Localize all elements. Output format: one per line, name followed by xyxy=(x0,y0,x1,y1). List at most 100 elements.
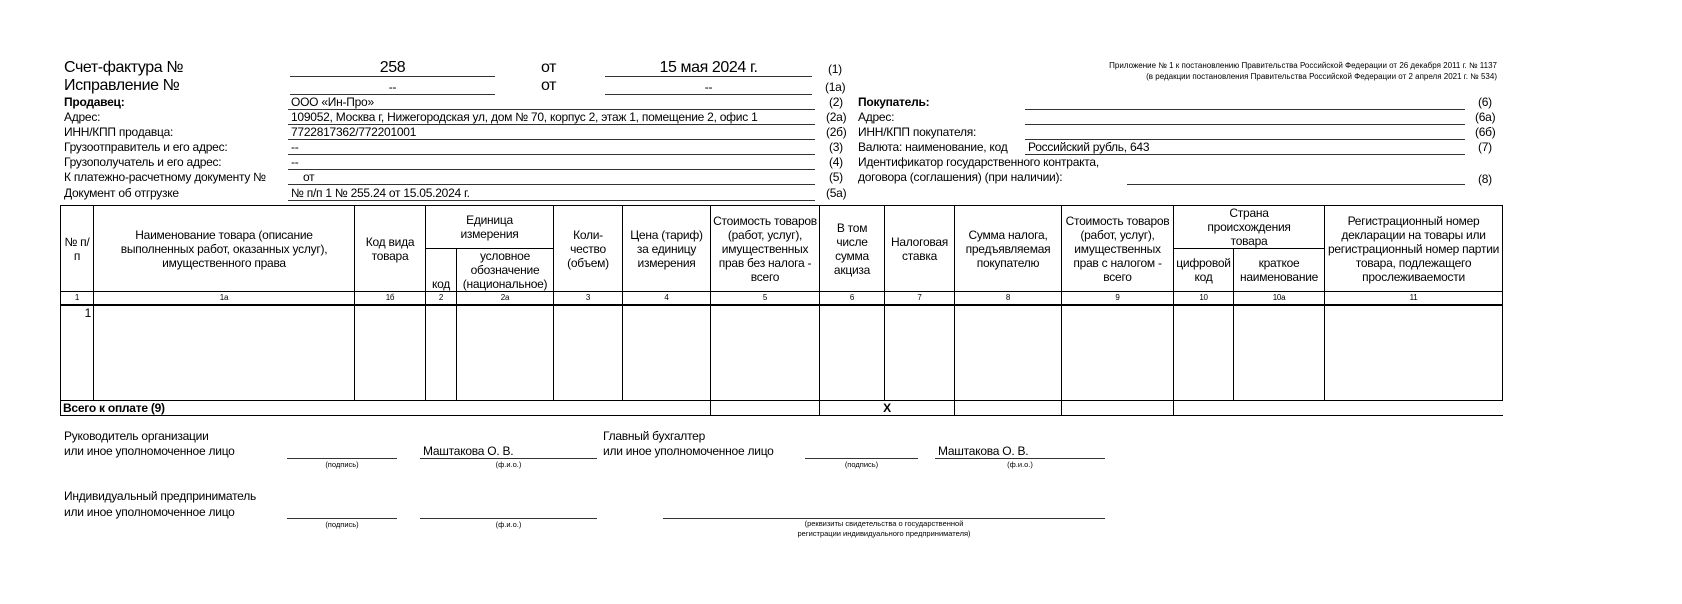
table-row: 1 xyxy=(60,304,1504,401)
code-5: (5) xyxy=(829,170,843,184)
cell-kind[interactable] xyxy=(354,304,426,401)
column-number: 5 xyxy=(710,291,821,306)
correction-date: -- xyxy=(704,80,713,94)
header-country-code: цифровой код xyxy=(1173,248,1235,292)
column-number: 3 xyxy=(553,291,624,306)
code-5a: (5а) xyxy=(826,186,847,200)
ip-requisites-caption-2: регистрации индивидуального предпринимат… xyxy=(797,529,971,538)
column-number: 1а xyxy=(93,291,355,306)
ip-fio-line[interactable] xyxy=(420,518,597,519)
cell-total[interactable] xyxy=(1061,304,1175,401)
cell-unit-code[interactable] xyxy=(425,304,457,401)
accountant-signature-line[interactable] xyxy=(805,458,918,459)
header-name: Наименование товара (описание выполненны… xyxy=(93,205,355,292)
seller-address-value: 109052, Москва г, Нижегородская ул, дом … xyxy=(291,110,758,124)
column-number: 2а xyxy=(455,291,555,306)
ip-requisites-caption-1: (реквизиты свидетельства о государственн… xyxy=(804,519,964,528)
header-country: Страна происхождения товара xyxy=(1173,205,1326,249)
column-number: 2 xyxy=(425,291,457,306)
header-cost-without-tax: Стоимость товаров (работ, услуг), имущес… xyxy=(710,205,821,292)
shipping-doc-value: № п/п 1 № 255.24 от 15.05.2024 г. xyxy=(291,186,470,200)
seller-inn-value: 7722817362/772201001 xyxy=(291,125,417,139)
fio-caption: (ф.и.о.) xyxy=(495,520,522,529)
code-8: (8) xyxy=(1478,172,1492,186)
cell-unit-name[interactable] xyxy=(455,304,555,401)
cell-qty[interactable] xyxy=(553,304,624,401)
header-country-name: краткое наименование xyxy=(1233,248,1326,292)
seller-label: Продавец: xyxy=(64,95,125,109)
total-cost[interactable] xyxy=(710,400,821,416)
cell-tax[interactable] xyxy=(954,304,1063,401)
seller-value: ООО «Ин-Про» xyxy=(291,95,374,109)
column-numbers-row: 1 1а 1б 2 2а 3 4 5 6 7 8 9 10 10а 11 xyxy=(60,291,1504,306)
invoice-items-table: № п/п Наименование товара (описание выпо… xyxy=(59,205,1504,416)
cell-country-code[interactable] xyxy=(1173,304,1235,401)
code-6: (6) xyxy=(1478,95,1492,109)
head-label-2: или иное уполномоченное лицо xyxy=(64,444,235,458)
header-tax-amount: Сумма налога, предъявляемая покупателю xyxy=(954,205,1063,292)
column-number: 6 xyxy=(819,291,886,306)
buyer-label: Покупатель: xyxy=(858,95,930,109)
seller-address-label: Адрес: xyxy=(64,110,101,124)
code-7: (7) xyxy=(1478,140,1492,154)
accountant-label-1: Главный бухгалтер xyxy=(603,429,706,443)
column-number: 9 xyxy=(1061,291,1175,306)
cell-reg[interactable] xyxy=(1324,304,1504,401)
header-excise: В том числе сумма акциза xyxy=(819,205,886,292)
fio-caption: (ф.и.о.) xyxy=(495,460,522,469)
total-row: Всего к оплате (9) X xyxy=(59,400,1503,416)
column-number: 7 xyxy=(884,291,956,306)
header-qty: Коли-чество (объем) xyxy=(553,205,624,292)
total-empty xyxy=(1173,400,1503,416)
ip-label-2: или иное уполномоченное лицо xyxy=(64,505,235,519)
cell-rate[interactable] xyxy=(884,304,956,401)
buyer-inn-label: ИНН/КПП покупателя: xyxy=(858,125,977,139)
invoice-label: Счет-фактура № xyxy=(64,59,184,76)
head-signature-line[interactable] xyxy=(287,458,397,459)
ip-requisites-line[interactable] xyxy=(663,518,1105,519)
currency-value: Российский рубль, 643 xyxy=(1028,140,1150,154)
payment-doc-value: от xyxy=(303,170,315,184)
header-unit-code: код xyxy=(425,248,457,292)
cell-no[interactable]: 1 xyxy=(60,304,94,401)
sign-caption: (подпись) xyxy=(325,520,359,529)
column-number: 8 xyxy=(954,291,1063,306)
correction-label: Исправление № xyxy=(64,77,180,94)
invoice-number: 258 xyxy=(379,59,406,76)
accountant-label-2: или иное уполномоченное лицо xyxy=(603,444,774,458)
code-2b: (2б) xyxy=(826,125,847,139)
cell-cost[interactable] xyxy=(710,304,821,401)
cell-country-name[interactable] xyxy=(1233,304,1326,401)
contract-label-2: договора (соглашения) (при наличии): xyxy=(858,170,1063,184)
header-no: № п/п xyxy=(60,205,94,292)
from-label: от xyxy=(541,59,557,76)
sign-caption: (подпись) xyxy=(325,460,359,469)
payment-doc-label: К платежно-расчетному документу № xyxy=(64,170,266,184)
column-number: 4 xyxy=(622,291,712,306)
header-unit: Единица измерения xyxy=(424,205,555,249)
header-registration-number: Регистрационный номер декларации на това… xyxy=(1324,205,1504,292)
consignee-label: Грузополучатель и его адрес: xyxy=(64,155,222,169)
code-2: (2) xyxy=(829,95,843,109)
fio-caption: (ф.и.о.) xyxy=(1007,460,1033,469)
total-tax[interactable] xyxy=(954,400,1063,416)
column-number: 1б xyxy=(354,291,426,306)
column-number: 10а xyxy=(1233,291,1326,306)
shipper-value: -- xyxy=(291,140,299,154)
code-3: (3) xyxy=(829,140,843,154)
buyer-address-label: Адрес: xyxy=(858,110,895,124)
appendix-note-edition: (в редакции постановления Правительства … xyxy=(1146,72,1497,81)
total-sum[interactable] xyxy=(1061,400,1175,416)
cell-price[interactable] xyxy=(622,304,712,401)
code-6a: (6а) xyxy=(1475,110,1496,124)
cell-name[interactable] xyxy=(93,304,355,401)
cell-excise[interactable] xyxy=(819,304,886,401)
head-name: Маштакова О. В. xyxy=(423,444,514,458)
consignee-value: -- xyxy=(291,155,299,169)
head-label-1: Руководитель организации xyxy=(64,429,209,443)
header-tax-rate: Налоговая ставка xyxy=(884,205,956,292)
ip-signature-line[interactable] xyxy=(287,518,397,519)
code-2a: (2а) xyxy=(826,110,847,124)
sign-caption: (подпись) xyxy=(844,460,879,469)
